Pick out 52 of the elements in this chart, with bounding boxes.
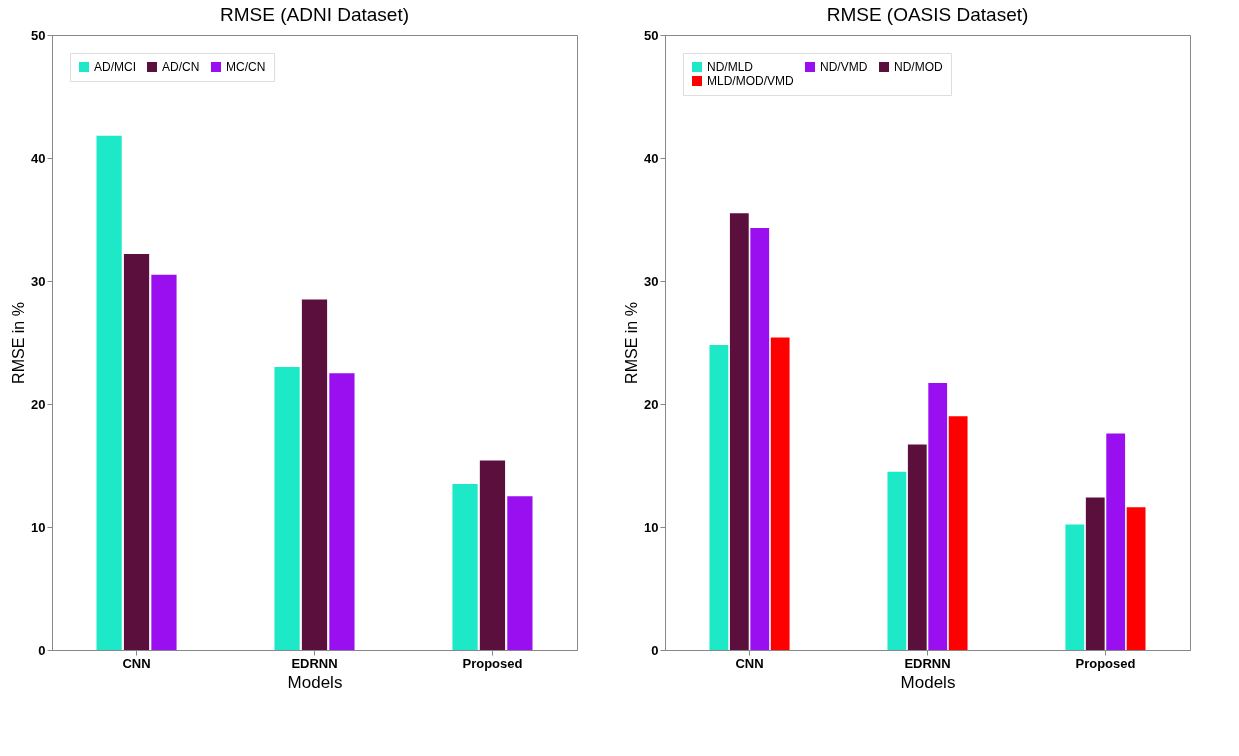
y-tick-label: 40 (31, 150, 46, 166)
bar (329, 373, 355, 650)
x-axis-title: Models (900, 672, 956, 692)
legend-label: AD/CN (162, 60, 200, 74)
y-tick-label: 30 (31, 273, 46, 289)
y-axis-title: RMSE in % (10, 302, 28, 384)
y-tick-label: 0 (38, 642, 46, 658)
y-tick-label: 30 (644, 273, 659, 289)
y-axis-title: RMSE in % (623, 302, 641, 384)
bar (750, 228, 770, 650)
y-tick-label: 10 (644, 519, 659, 535)
bar (151, 274, 177, 650)
y-tick-label: 20 (31, 396, 46, 412)
y-tick-label: 50 (31, 27, 46, 43)
bar (1065, 524, 1085, 650)
bar (274, 367, 300, 650)
bar (452, 483, 478, 650)
bar (948, 416, 968, 650)
chart-title: RMSE (OASIS Dataset) (826, 4, 1029, 25)
x-axis-title: Models (287, 672, 343, 692)
legend-label: ND/VMD (820, 60, 868, 74)
bar (123, 253, 150, 650)
x-tick-label: EDRNN (291, 655, 338, 671)
chart-title: RMSE (ADNI Dataset) (220, 4, 409, 25)
y-tick-label: 50 (644, 27, 659, 43)
legend-label: MLD/MOD/VMD (707, 74, 794, 88)
bar (928, 383, 948, 650)
legend-label: MC/CN (226, 60, 266, 74)
x-tick-label: CNN (122, 655, 151, 671)
x-tick-label: Proposed (1075, 655, 1136, 671)
legend-label: ND/MOD (894, 60, 943, 74)
legend-label: ND/MLD (707, 60, 754, 74)
bar (1126, 507, 1146, 650)
y-tick-label: 40 (644, 150, 659, 166)
bar (907, 444, 927, 650)
y-tick-label: 20 (644, 396, 659, 412)
x-tick-label: CNN (735, 655, 764, 671)
bar (709, 344, 729, 650)
legend-label: AD/MCI (94, 60, 136, 74)
y-tick-label: 0 (651, 642, 659, 658)
bar (1106, 433, 1126, 650)
bar (1085, 497, 1105, 650)
bar (96, 135, 122, 650)
bar (507, 496, 533, 650)
y-tick-label: 10 (31, 519, 46, 535)
x-tick-label: EDRNN (904, 655, 951, 671)
bar (729, 213, 749, 650)
bar (770, 337, 790, 650)
bar (301, 299, 328, 650)
x-tick-label: Proposed (462, 655, 523, 671)
bar (479, 460, 506, 650)
bar (887, 471, 907, 650)
